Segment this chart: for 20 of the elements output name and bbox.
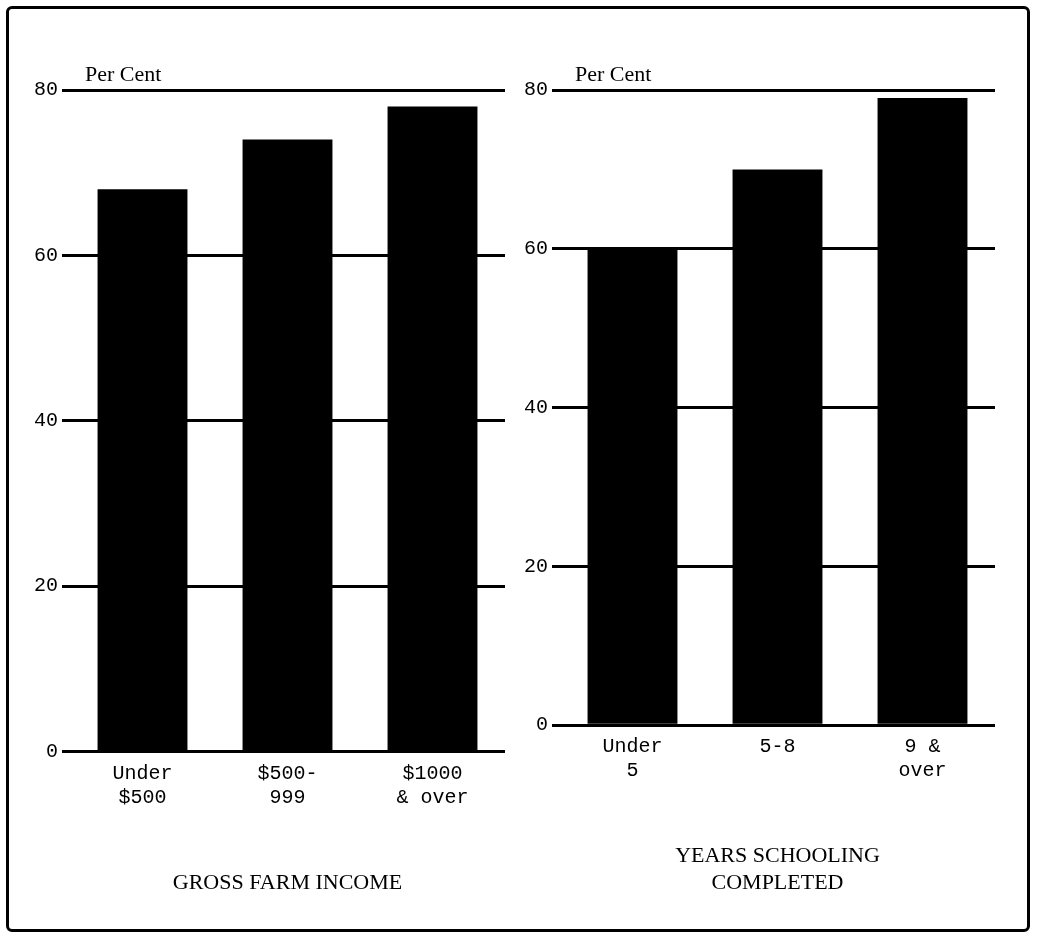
y-axis-title: Per Cent bbox=[85, 60, 162, 86]
x-tick-label: Under 5 bbox=[602, 735, 663, 783]
x-tick-label: $500- 999 bbox=[257, 761, 318, 809]
x-tick-label: 9 & over bbox=[898, 735, 947, 783]
x-axis-title: GROSS FARM INCOME bbox=[172, 868, 403, 894]
y-axis-title: Per Cent bbox=[575, 60, 652, 86]
x-tick-label: $1000 & over bbox=[396, 761, 469, 809]
y-tick-label: 40 bbox=[33, 409, 58, 433]
x-tick-label: Under $500 bbox=[112, 761, 173, 809]
y-tick-label: 0 bbox=[45, 739, 58, 763]
x-tick-label: 5-8 bbox=[759, 735, 796, 759]
y-tick-label: 60 bbox=[33, 243, 58, 267]
y-tick-label: 40 bbox=[523, 395, 548, 419]
y-tick-label: 20 bbox=[523, 554, 548, 578]
y-tick-label: 20 bbox=[33, 574, 58, 598]
x-axis-title: YEARS SCHOOLING COMPLETED bbox=[675, 842, 880, 894]
y-tick-label: 60 bbox=[523, 237, 548, 261]
y-tick-label: 0 bbox=[535, 713, 548, 737]
y-tick-label: 80 bbox=[33, 78, 58, 102]
y-tick-label: 80 bbox=[523, 78, 548, 102]
